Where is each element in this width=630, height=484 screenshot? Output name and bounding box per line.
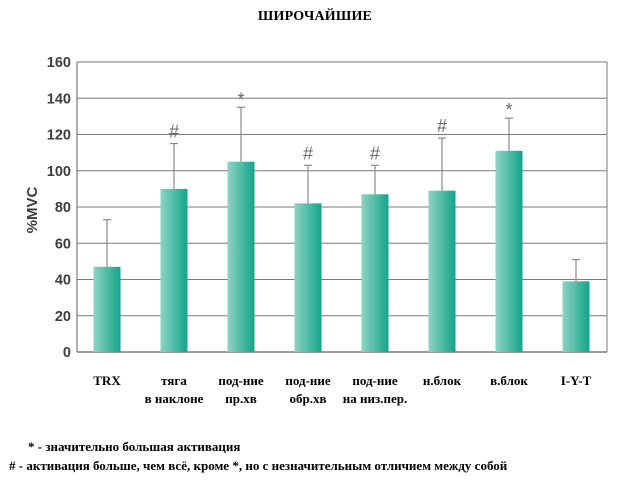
significance-marker: # bbox=[303, 143, 313, 163]
y-tick-label: 80 bbox=[55, 200, 71, 216]
y-tick-label: 100 bbox=[47, 164, 71, 180]
gridlines bbox=[76, 61, 608, 353]
category-label: н.блок bbox=[423, 373, 462, 388]
category-label: в.блок bbox=[490, 373, 528, 388]
chart-title: ШИРОЧАЙШИЕ bbox=[257, 9, 373, 24]
category-label: в наклоне bbox=[145, 391, 204, 406]
category-label: на низ.пер. bbox=[343, 391, 407, 406]
y-tick-label: 60 bbox=[55, 236, 71, 252]
footnote-significant: * - значительно большая активация bbox=[28, 439, 241, 454]
y-tick-label: 40 bbox=[55, 273, 71, 289]
y-tick-label: 0 bbox=[63, 345, 71, 361]
bar bbox=[428, 190, 456, 352]
significance-marker: # bbox=[169, 122, 179, 142]
significance-marker: # bbox=[437, 116, 447, 136]
y-tick-labels: 0 20 40 60 80 100 120 140 160 bbox=[47, 55, 71, 361]
category-label: TRX bbox=[93, 373, 121, 388]
bar bbox=[227, 161, 255, 352]
category-label: под-ние bbox=[218, 373, 264, 388]
significance-marker: # bbox=[370, 143, 380, 163]
error-bars bbox=[103, 106, 580, 282]
category-label: под-ние bbox=[285, 373, 331, 388]
footnote-hash: # - активация больше, чем всё, кроме *, … bbox=[9, 458, 508, 473]
category-label: обр.хв bbox=[289, 391, 326, 406]
significance-marker: * bbox=[237, 89, 244, 109]
y-axis-label: %MVC bbox=[24, 186, 41, 233]
bar bbox=[294, 203, 322, 352]
bar bbox=[562, 281, 590, 352]
category-label: тяга bbox=[161, 373, 187, 388]
y-tick-label: 20 bbox=[55, 309, 71, 325]
y-tick-label: 120 bbox=[47, 128, 71, 144]
significance-marker: * bbox=[505, 100, 512, 120]
category-label: пр.хв bbox=[225, 391, 257, 406]
bar bbox=[160, 188, 188, 352]
bar bbox=[495, 150, 523, 352]
bar bbox=[361, 194, 389, 352]
y-tick-label: 160 bbox=[47, 55, 71, 71]
category-label: под-ние bbox=[352, 373, 398, 388]
category-label: I-Y-T bbox=[561, 373, 592, 388]
significance-markers: # * # # # * bbox=[169, 89, 513, 163]
category-labels: TRX тяга в наклоне под-ние пр.хв под-ние обр.х… bbox=[93, 373, 591, 406]
y-tick-label: 140 bbox=[47, 91, 71, 107]
bars bbox=[93, 150, 590, 352]
bar bbox=[93, 266, 121, 352]
